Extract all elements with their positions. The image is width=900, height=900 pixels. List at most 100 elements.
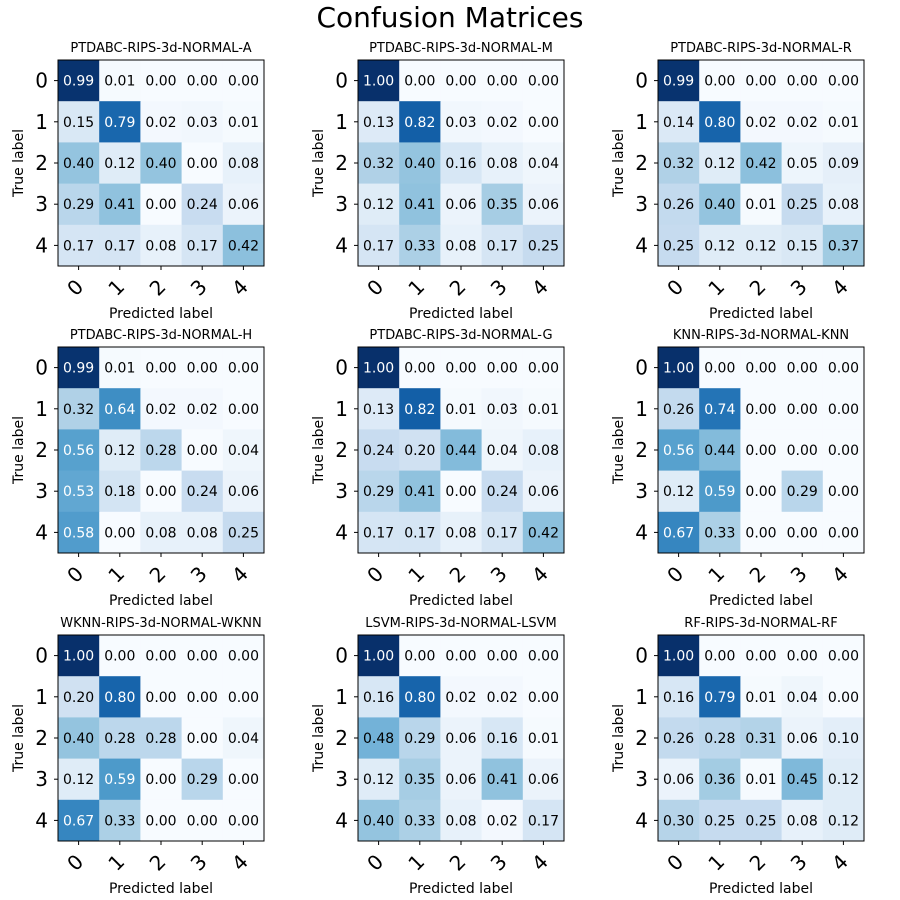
cell-value-label: 0.24 (187, 197, 218, 213)
heatmap-cell (781, 511, 824, 554)
heatmap-cell (222, 388, 265, 430)
cell-value-label: 0.09 (828, 156, 859, 172)
y-tick-label: 3 (335, 192, 348, 216)
y-tick-label: 0 (335, 644, 348, 668)
cell-value-label: 0.25 (704, 813, 735, 829)
cell-value-label: 0.00 (187, 649, 218, 665)
heatmap-cell (140, 799, 183, 842)
heatmap-cell (99, 388, 141, 430)
heatmap-cell (699, 388, 741, 430)
cell-value-label: 0.04 (228, 443, 259, 459)
cell-value-label: 0.03 (487, 402, 518, 418)
cell-value-label: 0.41 (404, 484, 435, 500)
cell-value-label: 0.02 (145, 115, 176, 131)
y-tick-label: 4 (35, 808, 48, 832)
cell-value-label: 0.00 (187, 731, 218, 747)
heatmap-cell (699, 676, 741, 718)
cell-value-label: 0.03 (187, 115, 218, 131)
heatmap-cell (658, 717, 700, 760)
cell-value-label: 0.00 (828, 690, 859, 706)
cell-value-label: 0.44 (704, 443, 735, 459)
cell-value-label: 0.00 (445, 484, 476, 500)
heatmap-cell (522, 347, 565, 389)
heatmap-cell (99, 799, 141, 842)
cell-value-label: 0.03 (445, 115, 476, 131)
heatmap-cell (699, 142, 741, 185)
cell-value-label: 0.00 (787, 525, 818, 541)
heatmap-cell (658, 511, 700, 554)
y-axis-label: True label (11, 129, 27, 198)
cell-value-label: 0.59 (104, 772, 135, 788)
cell-value-label: 0.00 (228, 361, 259, 377)
heatmap-cell (522, 224, 565, 267)
heatmap-cell (140, 511, 183, 554)
y-tick-label: 4 (635, 808, 648, 832)
cell-value-label: 0.33 (104, 813, 135, 829)
cell-value-label: 0.00 (828, 402, 859, 418)
heatmap-cell (522, 388, 565, 430)
heatmap-cell (399, 60, 441, 102)
heatmap-cell (522, 429, 565, 472)
heatmap-cell (181, 347, 224, 389)
cell-value-label: 0.02 (487, 115, 518, 131)
cell-value-label: 0.00 (187, 443, 218, 459)
heatmap-cell (658, 758, 700, 801)
x-tick-label: 3 (486, 562, 512, 588)
y-axis-label: True label (11, 416, 27, 485)
heatmap-cell (822, 799, 865, 842)
cell-value-label: 0.56 (663, 443, 694, 459)
cell-value-label: 0.00 (145, 813, 176, 829)
heatmap-cell (522, 676, 565, 718)
cell-value-label: 0.02 (445, 690, 476, 706)
panel-title: PTDABC-RIPS-3d-NORMAL-H (70, 328, 252, 343)
cell-value-label: 0.12 (663, 484, 694, 500)
x-tick-label: 1 (403, 850, 429, 876)
heatmap-cell (699, 347, 741, 389)
heatmap-cell (99, 429, 141, 472)
cell-value-label: 0.67 (63, 813, 94, 829)
cell-value-label: 0.20 (404, 443, 435, 459)
x-tick-label: 3 (186, 562, 212, 588)
cell-value-label: 0.29 (187, 772, 218, 788)
heatmap-cell (440, 60, 483, 102)
cell-value-label: 0.00 (104, 649, 135, 665)
cell-value-label: 0.26 (663, 197, 694, 213)
heatmap-cell (522, 183, 565, 226)
x-tick-label: 2 (745, 275, 771, 301)
cell-value-label: 0.28 (704, 731, 735, 747)
x-tick-label: 1 (103, 275, 129, 301)
heatmap-cell (222, 142, 265, 185)
heatmap-cell (58, 142, 100, 185)
cell-value-label: 0.00 (787, 74, 818, 90)
cell-value-label: 0.17 (363, 525, 394, 541)
confusion-matrix-panel: RF-RIPS-3d-NORMAL-RF 1.00 0.00 0.00 0.00 0.00… (611, 616, 865, 897)
x-axis-label: Predicted label (409, 306, 513, 322)
heatmap-cell (181, 635, 224, 677)
x-tick-label: 0 (662, 850, 688, 876)
heatmap-cell (699, 101, 741, 143)
heatmap-cell (440, 101, 483, 143)
y-axis-label: True label (611, 416, 627, 485)
cell-value-label: 0.67 (663, 525, 694, 541)
heatmap-cell (99, 224, 141, 267)
heatmap-cell (481, 142, 524, 185)
cell-value-label: 0.24 (187, 484, 218, 500)
cell-value-label: 0.25 (663, 238, 694, 254)
heatmap-cell (140, 717, 183, 760)
x-tick-label: 4 (227, 275, 253, 301)
cell-value-label: 0.40 (704, 197, 735, 213)
heatmap-cell (822, 717, 865, 760)
cell-value-label: 1.00 (63, 649, 94, 665)
heatmap-cell (58, 429, 100, 472)
cell-value-label: 0.00 (187, 361, 218, 377)
heatmap-cell (781, 676, 824, 718)
cell-value-label: 0.00 (228, 74, 259, 90)
cell-value-label: 0.12 (363, 772, 394, 788)
cell-value-label: 0.32 (663, 156, 694, 172)
cell-value-label: 0.33 (404, 238, 435, 254)
heatmap-cell (140, 758, 183, 801)
heatmap-cell (481, 758, 524, 801)
heatmap-cell (358, 676, 400, 718)
heatmap-cell (481, 511, 524, 554)
heatmap-cell (781, 60, 824, 102)
